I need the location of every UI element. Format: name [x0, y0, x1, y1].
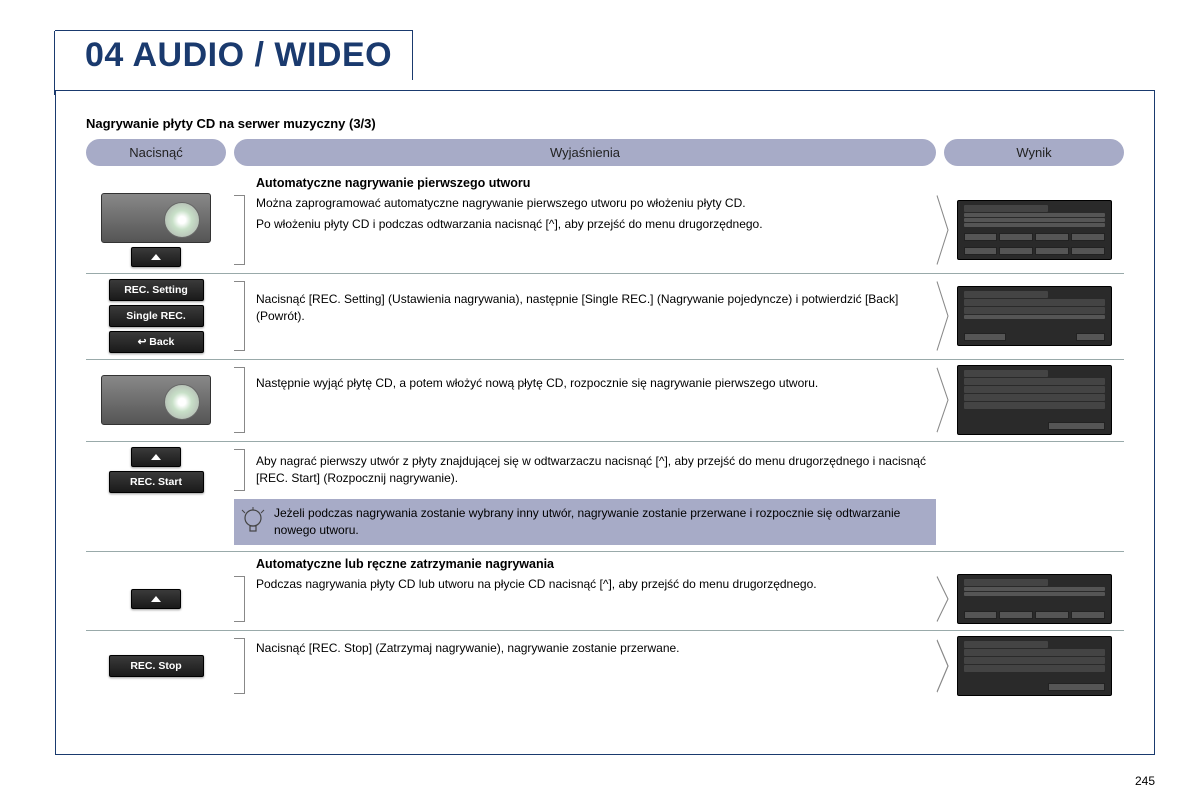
- cd-slot-icon: [101, 193, 211, 243]
- text-rec-stop: Nacisnąć [REC. Stop] (Zatrzymaj nagrywan…: [234, 636, 936, 659]
- text-eject: Następnie wyjąć płytę CD, a potem włożyć…: [234, 365, 936, 394]
- screen-thumb: [957, 200, 1112, 260]
- screen-thumb: [957, 286, 1112, 346]
- text-auto1: Można zaprogramować automatyczne nagrywa…: [234, 193, 936, 214]
- bracket-icon: [234, 193, 248, 267]
- heading-auto-first: Automatyczne nagrywanie pierwszego utwor…: [234, 176, 1124, 190]
- bracket-icon: [234, 574, 248, 624]
- heading-stop: Automatyczne lub ręczne zatrzymanie nagr…: [234, 557, 1124, 571]
- divider: [86, 630, 1124, 631]
- section-eject: Następnie wyjąć płytę CD, a potem włożyć…: [86, 365, 1124, 435]
- rec-stop-button[interactable]: REC. Stop: [109, 655, 204, 677]
- section-auto-first: Automatyczne nagrywanie pierwszego utwor…: [86, 176, 1124, 267]
- divider: [86, 273, 1124, 274]
- page-frame: Nagrywanie płyty CD na serwer muzyczny (…: [55, 90, 1155, 755]
- result-arrow-icon: [936, 365, 950, 435]
- result-arrow-icon: [936, 574, 950, 624]
- text-auto2: Po włożeniu płyty CD i podczas odtwarzan…: [234, 214, 936, 235]
- section-stop: Automatyczne lub ręczne zatrzymanie nagr…: [86, 557, 1124, 624]
- back-button[interactable]: ↩ Back: [109, 331, 204, 353]
- content: Nagrywanie płyty CD na serwer muzyczny (…: [56, 91, 1154, 712]
- divider: [86, 359, 1124, 360]
- rec-setting-button[interactable]: REC. Setting: [109, 279, 204, 301]
- up-arrow-button[interactable]: [131, 589, 181, 609]
- section-rec-setting: REC. Setting Single REC. ↩ Back Nacisnąć…: [86, 279, 1124, 353]
- text-stop-heading: Podczas nagrywania płyty CD lub utworu n…: [234, 574, 936, 595]
- bracket-icon: [234, 447, 248, 493]
- result-arrow-icon: [936, 636, 950, 696]
- rec-start-button[interactable]: REC. Start: [109, 471, 204, 493]
- page-number: 245: [1135, 774, 1155, 788]
- header-explain: Wyjaśnienia: [234, 139, 936, 166]
- result-arrow-icon: [936, 193, 950, 267]
- cd-slot-icon: [101, 375, 211, 425]
- header-press: Nacisnąć: [86, 139, 226, 166]
- up-arrow-button[interactable]: [131, 447, 181, 467]
- text-rec-start: Aby nagrać pierwszy utwór z płyty znajdu…: [234, 447, 936, 489]
- title-box: 04 AUDIO / WIDEO: [55, 30, 413, 80]
- screen-thumb: [957, 574, 1112, 624]
- up-arrow-button[interactable]: [131, 247, 181, 267]
- section-rec-stop: REC. Stop Nacisnąć [REC. Stop] (Zatrzyma…: [86, 636, 1124, 696]
- tip-text: Jeżeli podczas nagrywania zostanie wybra…: [274, 506, 900, 537]
- column-headers: Nacisnąć Wyjaśnienia Wynik: [86, 139, 1124, 166]
- divider: [86, 551, 1124, 552]
- header-result: Wynik: [944, 139, 1124, 166]
- screen-thumb: [957, 365, 1112, 435]
- divider: [86, 441, 1124, 442]
- bracket-icon: [234, 279, 248, 353]
- screen-thumb: [957, 636, 1112, 696]
- bracket-icon: [234, 365, 248, 435]
- tip-row: Jeżeli podczas nagrywania zostanie wybra…: [86, 499, 1124, 545]
- tip-box: Jeżeli podczas nagrywania zostanie wybra…: [234, 499, 936, 545]
- result-arrow-icon: [936, 279, 950, 353]
- lightbulb-icon: [240, 507, 266, 537]
- bracket-icon: [234, 636, 248, 696]
- text-rec-setting: Nacisnąć [REC. Setting] (Ustawienia nagr…: [234, 279, 936, 327]
- section-rec-start: REC. Start Aby nagrać pierwszy utwór z p…: [86, 447, 1124, 493]
- page-title: 04 AUDIO / WIDEO: [85, 36, 392, 75]
- single-rec-button[interactable]: Single REC.: [109, 305, 204, 327]
- subtitle: Nagrywanie płyty CD na serwer muzyczny (…: [86, 116, 1124, 131]
